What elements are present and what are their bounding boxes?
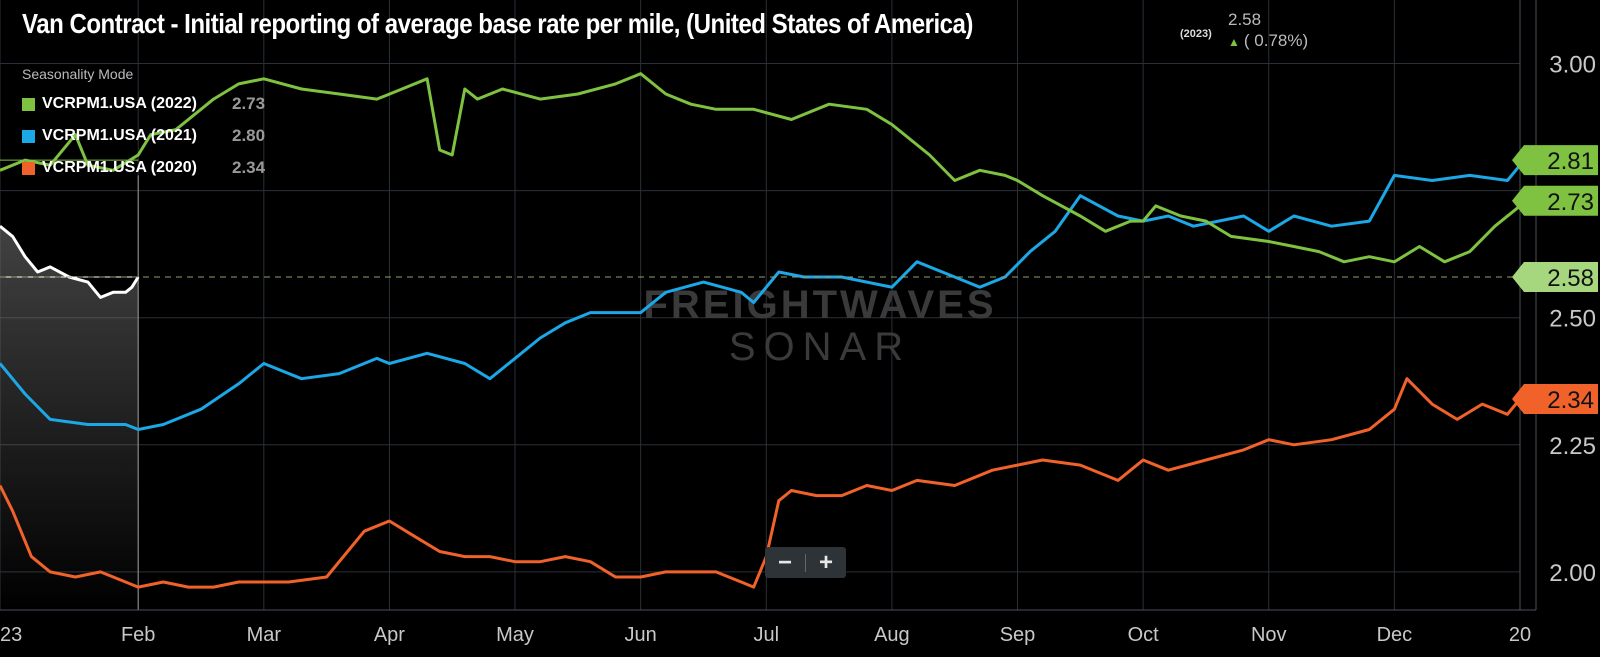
change-indicator: ▲( 0.78%) bbox=[1228, 31, 1308, 51]
chart-header: Van Contract - Initial reporting of aver… bbox=[22, 8, 1128, 40]
legend-value: 2.80 bbox=[232, 126, 266, 145]
x-tick-label: Jun bbox=[625, 624, 657, 646]
zoom-divider bbox=[805, 553, 806, 572]
legend-title: Seasonality Mode bbox=[22, 66, 134, 82]
y-tick-label: 2.00 bbox=[1549, 560, 1596, 587]
end-label-tag bbox=[1512, 145, 1598, 176]
y-tick-label: 2.25 bbox=[1549, 433, 1596, 460]
x-tick-label: Apr bbox=[374, 624, 405, 646]
end-label-text: 2.34 bbox=[1547, 387, 1594, 414]
watermark-line-1: FREIGHTWAVES bbox=[643, 283, 996, 327]
end-label-text: 2.73 bbox=[1547, 189, 1594, 216]
series-line-2022 bbox=[0, 72, 1521, 264]
legend-item-2021[interactable]: VCRPM1.USA (2021) 2.80 bbox=[22, 120, 265, 152]
zoom-in-button[interactable]: + bbox=[818, 549, 833, 576]
watermark-line-2: SONAR bbox=[729, 325, 911, 369]
x-tick-label: Aug bbox=[874, 624, 910, 646]
x-tick-label: Dec bbox=[1377, 624, 1413, 646]
x-tick-label: Sep bbox=[1000, 624, 1036, 646]
series-line-2023 bbox=[0, 225, 140, 299]
title-year-badge: (2023) bbox=[1180, 28, 1212, 40]
change-text: ( 0.78%) bbox=[1243, 31, 1309, 50]
legend-swatch-2021 bbox=[22, 129, 35, 143]
x-tick-label: Nov bbox=[1251, 624, 1287, 646]
end-label-text: 2.81 bbox=[1547, 148, 1594, 175]
ytd-area bbox=[0, 226, 139, 611]
legend-item-2020[interactable]: VCRPM1.USA (2020) 2.34 bbox=[22, 152, 265, 184]
zoom-out-button[interactable]: − bbox=[777, 549, 792, 576]
chart-title: Van Contract - Initial reporting of aver… bbox=[22, 8, 973, 39]
legend: Seasonality Mode VCRPM1.USA (2022) 2.73 … bbox=[22, 66, 265, 184]
legend-value: 2.73 bbox=[232, 94, 266, 113]
end-label-tag bbox=[1512, 185, 1598, 216]
legend-item-2022[interactable]: VCRPM1.USA (2022) 2.73 bbox=[22, 88, 265, 120]
x-tick-label: Oct bbox=[1128, 624, 1160, 646]
series-line-2021 bbox=[0, 164, 1522, 431]
x-tick-label: 20 bbox=[1509, 624, 1531, 646]
series-line-2020 bbox=[0, 377, 1522, 589]
series-lines bbox=[0, 72, 1522, 589]
legend-swatch-2020 bbox=[22, 161, 35, 175]
legend-value: 2.34 bbox=[232, 158, 266, 177]
legend-swatch-2022 bbox=[22, 97, 35, 111]
grid bbox=[0, 0, 1521, 610]
arrow-up-icon: ▲ bbox=[1228, 35, 1240, 49]
end-label-tag bbox=[1512, 262, 1598, 293]
legend-name: VCRPM1.USA (2022) bbox=[42, 95, 198, 112]
legend-name: VCRPM1.USA (2020) bbox=[42, 159, 198, 176]
current-value: 2.58 bbox=[1228, 10, 1262, 29]
end-label-text: 2.58 bbox=[1547, 265, 1594, 292]
y-tick-label: 2.50 bbox=[1549, 306, 1596, 333]
x-tick-label: 23 bbox=[0, 624, 22, 646]
ytd-area-fill bbox=[0, 159, 139, 611]
x-tick-label: Jul bbox=[753, 624, 779, 646]
y-tick-label: 3.00 bbox=[1549, 52, 1596, 79]
x-tick-label: Feb bbox=[121, 624, 155, 646]
zoom-controls: − + bbox=[765, 547, 846, 578]
x-tick-label: Mar bbox=[247, 624, 282, 646]
watermark: FREIGHTWAVES SONAR bbox=[643, 283, 996, 369]
legend-name: VCRPM1.USA (2021) bbox=[42, 127, 198, 144]
end-labels: 2.81 2.73 2.58 2.34 bbox=[1512, 145, 1598, 415]
x-tick-label: May bbox=[496, 624, 534, 646]
end-label-tag bbox=[1512, 384, 1598, 415]
